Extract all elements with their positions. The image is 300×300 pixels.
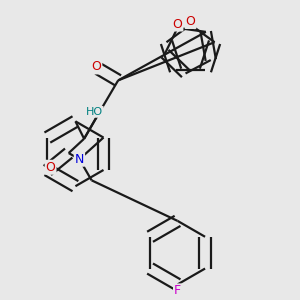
Text: O: O [46, 161, 56, 174]
Text: O: O [92, 60, 101, 74]
Text: O: O [186, 15, 196, 28]
Text: F: F [174, 284, 181, 297]
Text: HO: HO [85, 107, 103, 117]
Text: N: N [75, 153, 84, 166]
Text: O: O [172, 17, 182, 31]
